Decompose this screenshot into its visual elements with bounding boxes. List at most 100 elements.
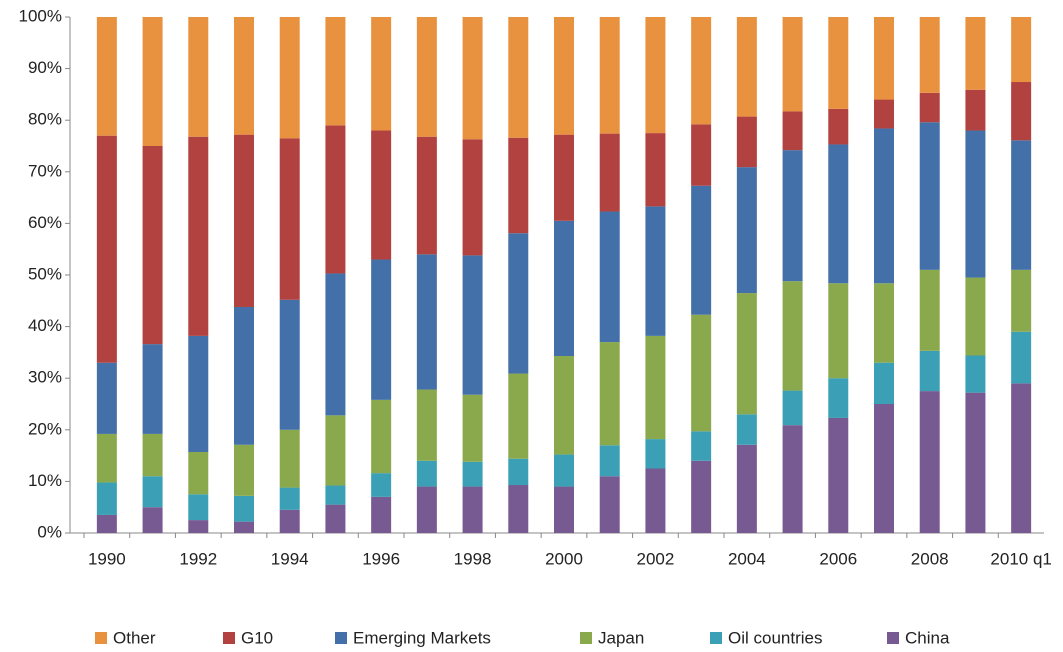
bar-segment: [96, 135, 117, 363]
bar-segment: [188, 17, 209, 137]
bar-segment: [508, 485, 529, 533]
bar-segment: [508, 233, 529, 374]
y-tick-label: 10%: [28, 471, 62, 490]
bar-segment: [96, 514, 117, 533]
bar-segment: [1011, 82, 1032, 141]
bar-segment: [599, 133, 620, 212]
bar-segment: [599, 211, 620, 343]
legend-label: G10: [241, 628, 273, 647]
bar-segment: [234, 306, 254, 445]
bar-segment: [965, 392, 986, 533]
bar-segment: [96, 482, 117, 515]
bar-segment: [736, 17, 757, 117]
bar-segment: [371, 399, 392, 474]
bar-segment: [462, 461, 483, 487]
bar-segment: [691, 460, 712, 533]
bar-segment: [142, 344, 163, 434]
bar-segment: [919, 269, 940, 351]
bar-segment: [1011, 17, 1032, 83]
bar-segment: [782, 150, 803, 282]
bar-segment: [554, 220, 574, 357]
bar-segment: [965, 355, 986, 393]
bar-segment: [554, 134, 574, 221]
legend-swatch: [710, 632, 722, 644]
bar-segment: [554, 486, 574, 533]
bar-segment: [279, 429, 300, 488]
bar-segment: [736, 444, 757, 533]
bar-segment: [645, 439, 666, 469]
x-tick-label: 1996: [362, 549, 400, 568]
bar-segment: [828, 417, 849, 533]
bar-segment: [736, 116, 757, 168]
bar-segment: [736, 293, 757, 415]
bar-segment: [1011, 383, 1032, 533]
legend-label: Emerging Markets: [353, 628, 491, 647]
bar-segment: [691, 314, 712, 432]
bar-segment: [234, 17, 254, 135]
y-tick-label: 70%: [28, 161, 62, 180]
bar-segment: [554, 356, 574, 455]
bar-segment: [828, 144, 849, 284]
bar-segment: [188, 494, 209, 521]
bar-segment: [96, 433, 117, 483]
y-tick-label: 0%: [37, 522, 62, 541]
bar-segment: [554, 454, 574, 487]
bar-segment: [188, 520, 209, 533]
bar-segment: [142, 17, 163, 146]
bar-segment: [599, 17, 620, 134]
legend-label: Other: [113, 628, 156, 647]
bar-segment: [691, 124, 712, 186]
bar-segment: [1011, 269, 1032, 332]
x-tick-label: 2008: [911, 549, 949, 568]
bar-segment: [691, 17, 712, 125]
bar-segment: [279, 299, 300, 430]
bar-segment: [782, 17, 803, 112]
y-tick-label: 60%: [28, 213, 62, 232]
bar-segment: [508, 458, 529, 486]
bar-segment: [508, 373, 529, 459]
bar-segment: [691, 185, 712, 315]
bar-segment: [234, 134, 254, 307]
legend-swatch: [887, 632, 899, 644]
bar-segment: [416, 389, 437, 461]
legend-swatch: [335, 632, 347, 644]
y-tick-label: 90%: [28, 58, 62, 77]
bar-segment: [736, 414, 757, 445]
bar-segment: [965, 130, 986, 278]
y-tick-label: 30%: [28, 368, 62, 387]
bar-segment: [645, 17, 666, 134]
bar-segment: [142, 507, 163, 533]
bar-segment: [919, 350, 940, 392]
bar-segment: [874, 99, 894, 129]
bar-segment: [1011, 331, 1032, 384]
bar-segment: [462, 17, 483, 140]
bar-segment: [645, 133, 666, 207]
bar-segment: [325, 485, 346, 505]
x-tick-label: 1994: [271, 549, 309, 568]
bar-segment: [142, 476, 163, 508]
bar-segment: [96, 17, 117, 136]
bar-segment: [645, 335, 666, 440]
bar-segment: [874, 283, 894, 363]
bar-segment: [325, 17, 346, 126]
bar-segment: [371, 130, 392, 260]
legend-swatch: [95, 632, 107, 644]
bar-segment: [462, 486, 483, 533]
bar-segment: [188, 335, 209, 452]
bar-segment: [188, 136, 209, 336]
bar-segment: [416, 486, 437, 533]
bar-segment: [371, 496, 392, 533]
bar-segment: [919, 17, 940, 93]
x-tick-label: 1990: [88, 549, 126, 568]
y-tick-label: 50%: [28, 264, 62, 283]
bar-segment: [965, 89, 986, 131]
bar-segment: [325, 415, 346, 486]
legend-label: Japan: [598, 628, 644, 647]
bar-segment: [874, 128, 894, 284]
bar-segment: [645, 468, 666, 533]
bar-segment: [965, 17, 986, 90]
x-tick-label: 1992: [179, 549, 217, 568]
bar-segment: [599, 476, 620, 533]
bar-segment: [142, 146, 163, 345]
